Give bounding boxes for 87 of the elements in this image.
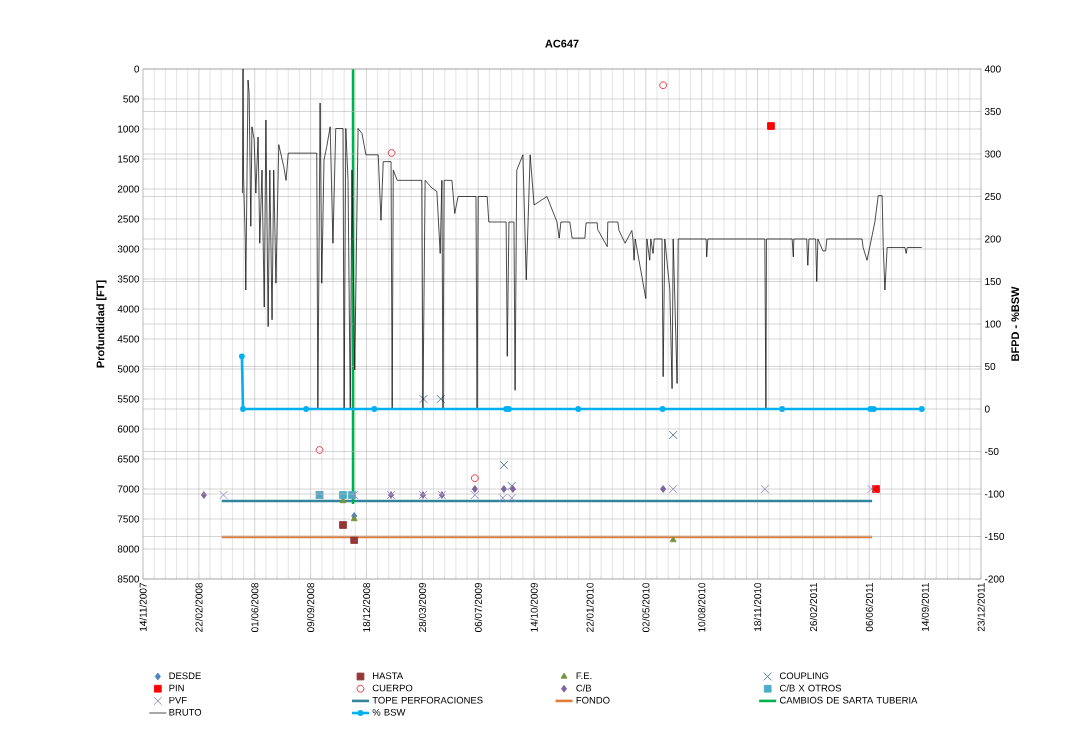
point: [760, 484, 770, 494]
y-tick-label: 5000: [117, 365, 140, 373]
y-tick-label: 2000: [117, 185, 140, 193]
y-tick-label: 4500: [117, 335, 140, 343]
point: [659, 81, 667, 90]
legend-label: FONDO: [576, 696, 610, 704]
y2-tick-label: 250: [985, 192, 1001, 201]
y-axis-title: Profundidad [FT]: [96, 280, 107, 368]
point: [668, 484, 678, 494]
x-tick-label: 02/05/2010: [642, 582, 650, 632]
x-tick-label: 06/07/2009: [474, 583, 482, 632]
point: [669, 536, 677, 543]
y2-tick-label: -200: [984, 575, 1005, 583]
point: [419, 394, 428, 404]
y-tick-label: 8500: [117, 575, 140, 583]
y2-axis-title: BFPD - %BSW: [1011, 286, 1020, 361]
legend-label: BRUTO: [169, 708, 202, 716]
legend-label: HASTA: [373, 672, 404, 680]
point: [315, 446, 324, 454]
x-tick-label: 06/06/2011: [865, 583, 873, 632]
x-tick-label: 18/12/2008: [362, 582, 371, 632]
legend-label: DESDE: [169, 672, 201, 680]
y-tick-label: 4000: [117, 305, 140, 313]
point: [500, 485, 507, 493]
point: [499, 460, 509, 470]
y2-tick-label: 0: [984, 405, 990, 413]
point: [509, 485, 516, 493]
x-tick-label: 10/08/2010: [698, 582, 706, 632]
legend-label: % BSW: [372, 708, 406, 716]
x-tick-label: 14/09/2011: [921, 583, 929, 631]
x-tick-label: 23/12/2011: [977, 583, 985, 632]
x-tick-label: 14/11/2007: [139, 583, 147, 631]
point: [350, 536, 359, 544]
point: [660, 485, 667, 493]
x-tick-label: 18/11/2010: [753, 582, 762, 631]
x-tick-label: 22/01/2010: [586, 582, 594, 632]
y-tick-label: 6000: [117, 425, 140, 433]
legend-label: C/B X OTROS: [779, 684, 842, 692]
y-tick-label: 3000: [117, 245, 140, 253]
y-tick-label: 3500: [117, 275, 140, 283]
legend-label: TOPE PERFORACIONES: [372, 696, 483, 704]
y-tick-label: 0: [134, 65, 140, 73]
y-tick-label: 1000: [118, 125, 140, 133]
x-tick-label: 01/06/2008: [251, 582, 259, 632]
y-tick-label: 7500: [117, 515, 140, 523]
y2-tick-label: 150: [985, 277, 1001, 286]
x-tick-label: 09/09/2008: [306, 582, 315, 632]
y-tick-label: 500: [123, 95, 140, 103]
y-tick-label: 8000: [117, 545, 140, 553]
y-tick-label: 2500: [117, 215, 140, 223]
point: [507, 481, 517, 491]
legend-label: PVF: [169, 696, 187, 704]
point: [387, 149, 396, 157]
legend-label: CUERPO: [372, 684, 413, 692]
point: [471, 485, 478, 493]
point: [471, 474, 479, 483]
y-tick-label: 5500: [117, 395, 140, 403]
x-tick-label: 14/10/2009: [530, 583, 538, 632]
y2-tick-label: 200: [985, 235, 1001, 243]
legend-label: C/B: [576, 684, 592, 692]
point: [668, 430, 678, 440]
point: [767, 122, 775, 130]
legend-label: COUPLING: [779, 672, 829, 680]
x-tick-label: 26/02/2011: [809, 583, 818, 632]
y-tick-label: 6500: [117, 455, 140, 463]
point: [339, 521, 347, 529]
x-tick-label: 28/03/2009: [418, 583, 426, 632]
y-tick-label: 7000: [117, 485, 140, 493]
y2-tick-label: 400: [984, 65, 1001, 73]
y2-tick-label: 300: [984, 150, 1001, 158]
y2-tick-label: -100: [984, 490, 1005, 498]
y2-tick-label: -150: [984, 532, 1005, 541]
point: [470, 490, 480, 500]
point: [436, 394, 446, 404]
line-series: [242, 68, 923, 410]
legend-label: CAMBIOS DE SARTA TUBERIA: [779, 696, 918, 704]
x-tick-label: 22/02/2008: [195, 582, 203, 632]
point: [867, 484, 876, 494]
legend-label: F.E.: [576, 672, 592, 680]
point: [219, 490, 228, 500]
y-tick-label: 1500: [118, 155, 140, 163]
y2-tick-label: 350: [984, 107, 1001, 116]
y2-tick-label: -50: [984, 447, 999, 456]
y2-tick-label: 100: [985, 320, 1001, 328]
chart-title: AC647: [545, 39, 579, 48]
legend-label: PIN: [169, 684, 184, 692]
y2-tick-label: 50: [984, 362, 996, 371]
